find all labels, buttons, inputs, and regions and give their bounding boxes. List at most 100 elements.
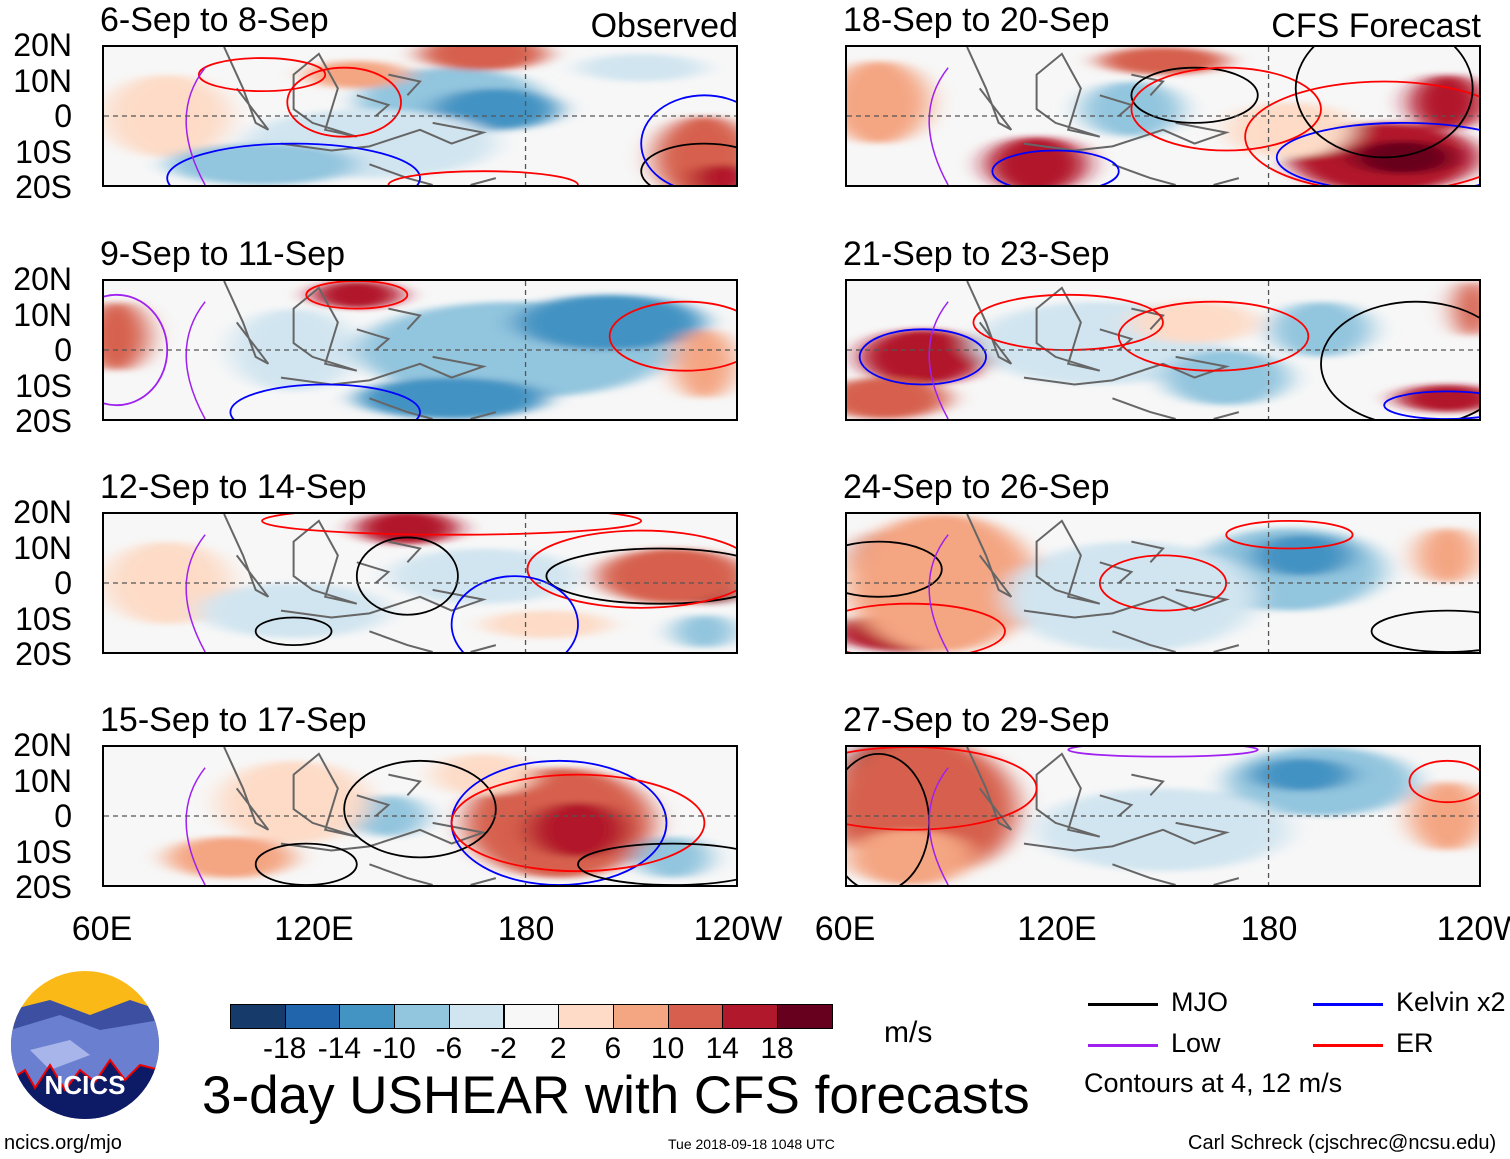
low-contour	[186, 302, 205, 419]
wave-contour	[1068, 747, 1258, 757]
wave-contour	[167, 144, 420, 185]
lat-tick-label: 20N	[13, 261, 72, 297]
shear-anomaly-region	[1226, 102, 1353, 158]
lon-tick-label: 180	[1240, 910, 1298, 948]
shear-map-panel	[102, 512, 738, 654]
colorbar-tick-label: -2	[490, 1032, 517, 1065]
wave-contour	[357, 537, 458, 614]
wave-contour	[1296, 47, 1473, 157]
wave-contour	[1131, 68, 1321, 151]
shear-anomaly-region	[1005, 541, 1258, 652]
colorbar-tick-label: -10	[372, 1032, 416, 1065]
wave-contour	[1245, 82, 1479, 186]
shear-anomaly-region	[1131, 301, 1258, 344]
shear-anomaly-region	[167, 836, 294, 879]
wave-contour	[452, 576, 578, 652]
lon-tick-label: 60E	[71, 910, 133, 948]
wave-contour	[1277, 123, 1479, 185]
shear-anomaly-region	[483, 610, 610, 639]
wave-contour	[1119, 302, 1309, 371]
legend-label: Kelvin x2	[1396, 987, 1506, 1017]
colorbar-swatch	[339, 1004, 396, 1029]
panel-title: 18-Sep to 20-Sep	[843, 1, 1110, 39]
wave-contour	[452, 775, 705, 872]
wave-contour	[641, 144, 736, 185]
shear-anomaly-region	[847, 60, 930, 144]
lat-tick-label: 20S	[15, 169, 72, 205]
wave-contour	[641, 95, 736, 185]
shear-anomaly-region	[356, 377, 547, 419]
lat-tick-label: 0	[54, 98, 72, 134]
lon-tick-label: 120E	[274, 910, 354, 948]
coastline	[224, 747, 496, 885]
lat-tick-label: 20N	[13, 494, 72, 530]
lat-tick-label: 10N	[13, 62, 72, 99]
footer-author: Carl Schreck (cjschrec@ncsu.edu)	[1188, 1132, 1497, 1154]
shear-anomaly-region	[672, 614, 736, 648]
figure-title: 3-day USHEAR with CFS forecasts	[202, 1066, 1030, 1125]
wave-contour	[1226, 521, 1352, 549]
shear-anomaly-region	[527, 802, 629, 858]
wave-contour	[1321, 302, 1479, 419]
lon-tick-label: 120W	[1436, 910, 1510, 948]
lat-tick-label: 20N	[13, 727, 72, 763]
lat-tick-label: 10S	[15, 133, 72, 170]
wave-contour	[847, 747, 1037, 830]
shear-anomaly-region	[432, 753, 534, 796]
shear-anomaly-region	[1270, 301, 1372, 357]
footer-url[interactable]: ncics.org/mjo	[4, 1132, 122, 1154]
wave-contour	[973, 295, 1163, 350]
low-contour	[929, 535, 948, 652]
wave-contour	[1409, 761, 1479, 802]
wave-contour	[860, 329, 986, 384]
shear-anomaly-region	[198, 583, 389, 639]
wave-contour	[847, 604, 1005, 652]
legend-line-low	[1088, 1044, 1158, 1047]
shear-anomaly-region	[1251, 758, 1353, 792]
colorbar-swatch	[558, 1004, 614, 1029]
footer-timestamp: Tue 2018-09-18 1048 UTC	[668, 1136, 835, 1152]
coastline	[967, 281, 1239, 419]
shear-map-panel	[845, 279, 1481, 421]
logo-text: NCICS	[45, 1070, 126, 1100]
lat-tick-label: 20S	[15, 636, 72, 672]
legend-label: MJO	[1171, 987, 1228, 1017]
low-contour	[186, 68, 205, 185]
wave-contour	[199, 58, 325, 91]
legend-line-er	[1313, 1044, 1383, 1047]
shear-anomaly-region	[1163, 350, 1290, 406]
shear-anomaly-region	[167, 143, 357, 185]
panel-source-label: CFS Forecast	[1271, 7, 1481, 45]
shear-anomaly-region	[350, 795, 427, 837]
coastline	[967, 514, 1239, 652]
shear-map-panel	[102, 745, 738, 887]
colorbar-swatch	[667, 1004, 724, 1029]
low-contour	[929, 68, 948, 185]
wave-contour	[230, 385, 420, 420]
shear-anomaly-region	[672, 329, 736, 399]
panel-title: 24-Sep to 26-Sep	[843, 468, 1110, 506]
panel-title: 9-Sep to 11-Sep	[100, 235, 346, 273]
lat-tick-label: 20S	[15, 869, 72, 905]
wave-contour	[306, 281, 407, 309]
wave-contour	[256, 618, 332, 646]
lat-tick-label: 0	[54, 798, 72, 834]
lat-tick-label: 10S	[15, 833, 72, 870]
colorbar-tick-label: -18	[263, 1032, 307, 1065]
low-contour	[186, 535, 205, 652]
low-contour	[929, 302, 948, 419]
shear-anomaly-region	[514, 294, 705, 350]
shear-anomaly-region	[596, 548, 736, 604]
wave-contour	[610, 302, 736, 371]
lon-tick-label: 180	[497, 910, 555, 948]
lat-tick-label: 20S	[15, 403, 72, 439]
lat-tick-label: 0	[54, 565, 72, 601]
shear-anomaly-region	[634, 836, 711, 879]
colorbar-tick-label: 18	[760, 1032, 794, 1065]
shear-anomaly-region	[1396, 384, 1479, 413]
wave-contour	[527, 531, 736, 608]
coastline	[224, 281, 496, 419]
lat-tick-label: 10N	[13, 296, 72, 333]
coastline	[967, 747, 1239, 885]
colorbar-swatch	[284, 1004, 341, 1029]
